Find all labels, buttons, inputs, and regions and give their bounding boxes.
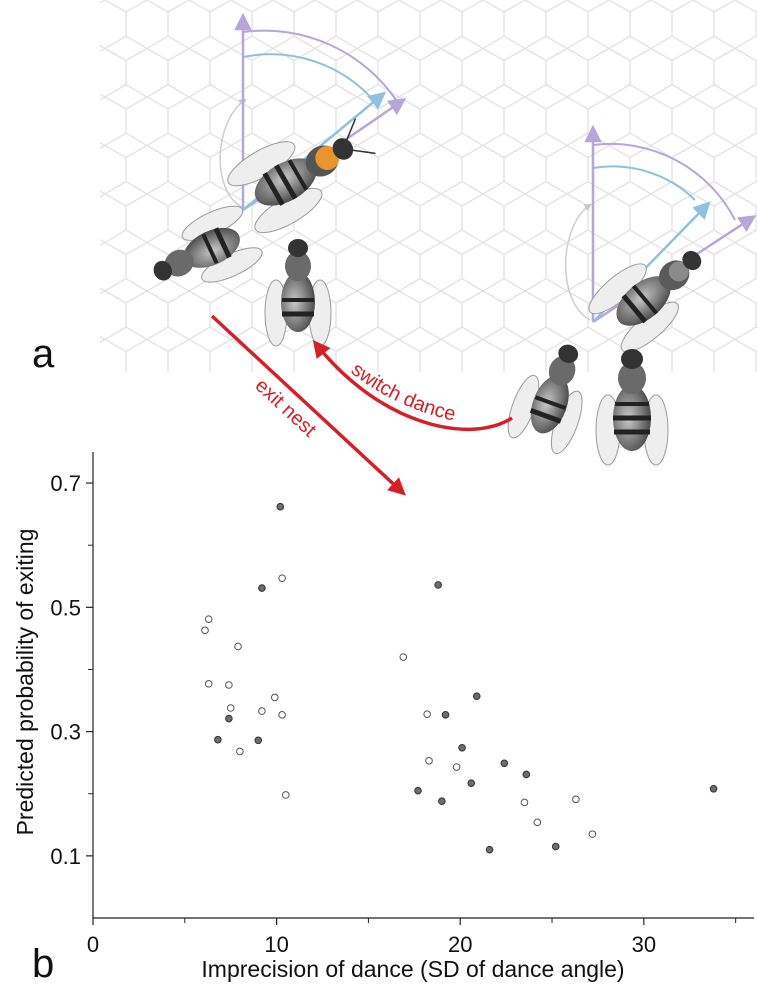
panel-label-b: b bbox=[32, 942, 55, 986]
data-point-filled bbox=[441, 711, 450, 719]
scatter-chart: 0 10 20 30 0.1 0.3 0.5 0.7 Imprecision of danc… bbox=[12, 452, 754, 982]
data-point-filled bbox=[225, 714, 233, 723]
x-ticks: 0 10 20 30 bbox=[87, 918, 737, 957]
bee-dancer-highlight bbox=[227, 118, 376, 234]
bee-follower-right-1 bbox=[507, 344, 583, 455]
x-tick-label: 0 bbox=[87, 932, 99, 957]
data-point-open bbox=[588, 830, 597, 838]
data-point-open bbox=[425, 757, 433, 765]
y-tick-label: 0.7 bbox=[50, 471, 81, 496]
data-point-filled bbox=[214, 735, 222, 744]
switch-dance-arrow bbox=[312, 339, 513, 431]
x-axis-label: Imprecision of dance (SD of dance angle) bbox=[201, 956, 624, 982]
bee-follower-left bbox=[153, 205, 263, 283]
data-point-open bbox=[452, 763, 461, 771]
data-point-open bbox=[226, 704, 235, 712]
x-tick-label: 30 bbox=[632, 932, 656, 957]
data-point-open bbox=[234, 642, 242, 651]
chart-axes bbox=[92, 452, 754, 919]
y-tick-label: 0.3 bbox=[50, 720, 81, 745]
data-point-open bbox=[278, 574, 286, 582]
exit-nest-arrow bbox=[210, 314, 406, 496]
y-tick-label: 0.1 bbox=[50, 844, 81, 869]
vertical-angle-arc-right bbox=[592, 142, 736, 221]
dance-angle-arc-right bbox=[592, 165, 696, 201]
data-point-open bbox=[204, 615, 213, 623]
data-point-open bbox=[533, 818, 542, 827]
data-point-open bbox=[423, 710, 431, 719]
data-point-filled bbox=[434, 581, 442, 589]
bee-follower-right-2 bbox=[595, 349, 669, 466]
data-point-open bbox=[204, 679, 213, 688]
data-point-filled bbox=[258, 584, 266, 592]
data-points bbox=[201, 502, 718, 854]
data-point-filled bbox=[276, 502, 285, 511]
data-point-open bbox=[278, 711, 286, 719]
y-tick-label: 0.5 bbox=[50, 595, 81, 620]
data-point-filled bbox=[414, 786, 422, 795]
data-point-filled bbox=[500, 759, 509, 768]
waggle-return-loop-right bbox=[564, 203, 592, 321]
x-tick-label: 10 bbox=[264, 932, 288, 957]
data-point-filled bbox=[458, 743, 466, 752]
data-point-filled bbox=[709, 784, 718, 793]
data-point-filled bbox=[485, 845, 494, 854]
data-point-open bbox=[572, 795, 580, 804]
panel-a-illustration: exit nest switch dance bbox=[100, 0, 757, 496]
data-point-filled bbox=[467, 779, 476, 787]
y-ticks: 0.1 0.3 0.5 0.7 bbox=[50, 471, 93, 869]
vertical-angle-arc bbox=[242, 29, 399, 104]
bee-follower-middle bbox=[264, 239, 332, 347]
dance-angle-arc bbox=[242, 53, 376, 103]
data-point-filled bbox=[472, 692, 481, 700]
data-point-open bbox=[236, 747, 244, 756]
x-tick-label: 20 bbox=[448, 932, 472, 957]
data-point-open bbox=[520, 798, 529, 807]
data-point-open bbox=[225, 681, 233, 689]
data-point-filled bbox=[551, 842, 560, 851]
panel-label-a: a bbox=[32, 332, 55, 376]
y-axis-label: Predicted probability of exiting bbox=[12, 529, 38, 836]
data-point-filled bbox=[438, 797, 446, 805]
data-point-filled bbox=[522, 770, 531, 779]
data-point-open bbox=[258, 707, 266, 715]
waggle-return-loop bbox=[219, 98, 247, 208]
data-point-open bbox=[281, 791, 290, 799]
bee-dancer-right bbox=[588, 250, 702, 353]
data-point-open bbox=[201, 626, 209, 635]
data-point-open bbox=[399, 653, 408, 661]
data-point-filled bbox=[254, 736, 263, 745]
data-point-open bbox=[270, 693, 279, 702]
